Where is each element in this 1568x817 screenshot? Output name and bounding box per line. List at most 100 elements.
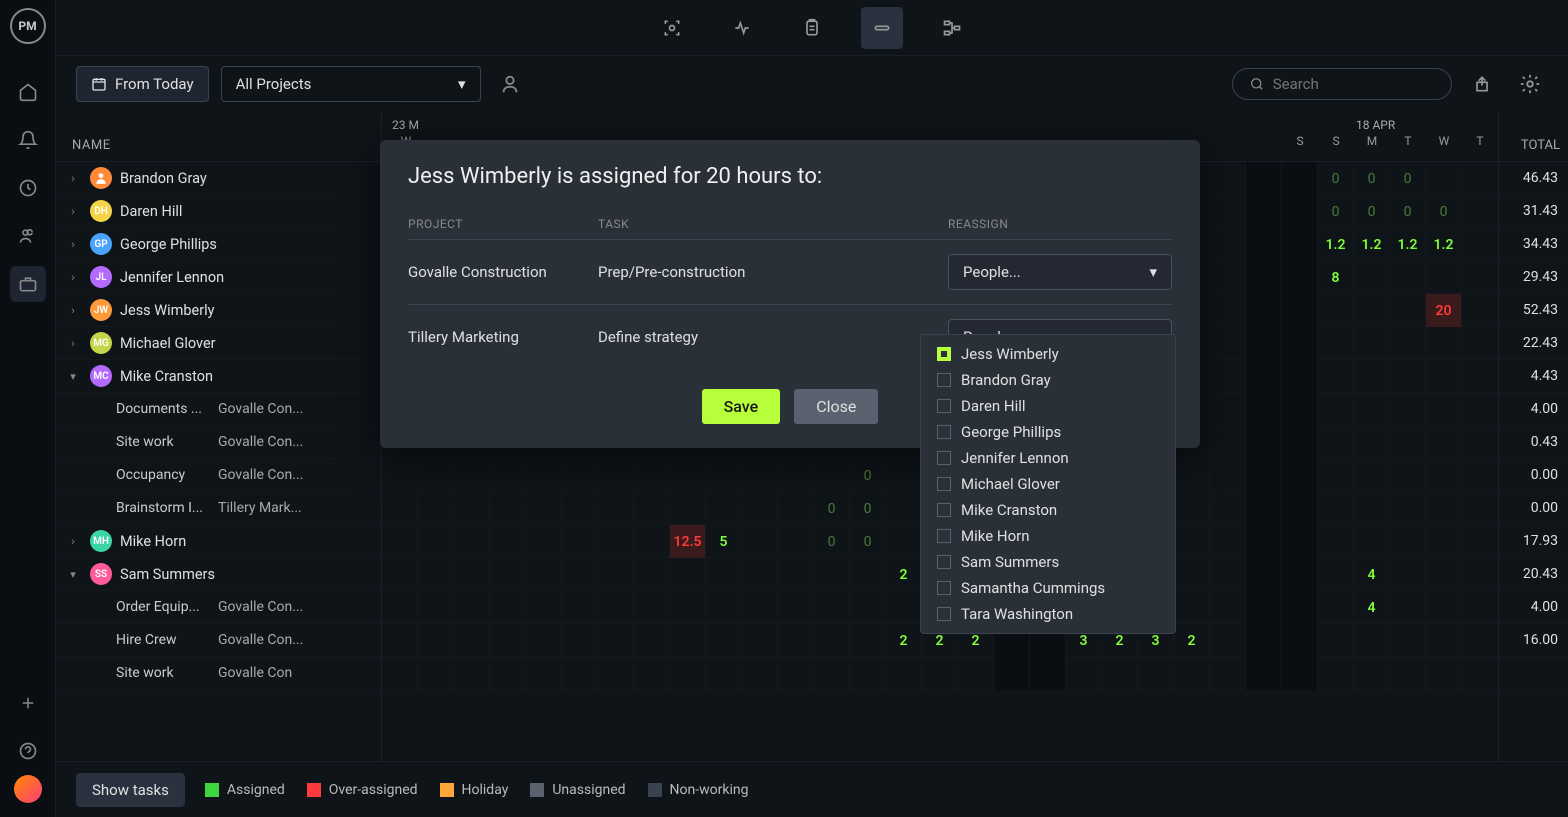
timeline-cell[interactable]: 2 xyxy=(886,624,922,657)
timeline-cell[interactable] xyxy=(1246,162,1282,195)
timeline-cell[interactable] xyxy=(1210,525,1246,558)
timeline-cell[interactable] xyxy=(886,657,922,690)
timeline-cell[interactable] xyxy=(1210,657,1246,690)
timeline-cell[interactable] xyxy=(634,459,670,492)
timeline-cell[interactable] xyxy=(454,591,490,624)
timeline-cell[interactable] xyxy=(1426,591,1462,624)
timeline-cell[interactable] xyxy=(1426,327,1462,360)
timeline-cell[interactable] xyxy=(670,657,706,690)
timeline-cell[interactable] xyxy=(1210,195,1246,228)
timeline-cell[interactable] xyxy=(454,459,490,492)
clipboard-icon[interactable] xyxy=(791,7,833,49)
timeline-cell[interactable] xyxy=(1318,360,1354,393)
timeline-cell[interactable] xyxy=(1354,525,1390,558)
timeline-cell[interactable]: 4 xyxy=(1354,591,1390,624)
timeline-cell[interactable] xyxy=(742,657,778,690)
timeline-cell[interactable] xyxy=(562,591,598,624)
timeline-cell[interactable] xyxy=(1354,624,1390,657)
timeline-cell[interactable] xyxy=(1174,591,1210,624)
checkbox[interactable] xyxy=(937,607,951,621)
timeline-cell[interactable] xyxy=(382,558,418,591)
timeline-cell[interactable] xyxy=(706,558,742,591)
timeline-cell[interactable] xyxy=(490,459,526,492)
timeline-cell[interactable] xyxy=(1390,525,1426,558)
timeline-cell[interactable] xyxy=(1210,261,1246,294)
chevron-right-icon[interactable]: › xyxy=(64,337,82,350)
timeline-cell[interactable] xyxy=(958,657,994,690)
timeline-cell[interactable] xyxy=(1426,393,1462,426)
timeline-cell[interactable] xyxy=(1390,393,1426,426)
timeline-cell[interactable] xyxy=(1426,492,1462,525)
timeline-cell[interactable]: 0 xyxy=(1354,195,1390,228)
dropdown-person-item[interactable]: George Phillips xyxy=(921,419,1175,445)
checkbox[interactable] xyxy=(937,581,951,595)
dropdown-person-item[interactable]: Michael Glover xyxy=(921,471,1175,497)
timeline-cell[interactable] xyxy=(1282,624,1318,657)
timeline-cell[interactable] xyxy=(742,591,778,624)
timeline-cell[interactable] xyxy=(598,459,634,492)
timeline-cell[interactable] xyxy=(526,525,562,558)
timeline-cell[interactable] xyxy=(1174,459,1210,492)
search-box[interactable] xyxy=(1232,68,1452,100)
timeline-cell[interactable] xyxy=(490,558,526,591)
timeline-cell[interactable] xyxy=(814,591,850,624)
timeline-cell[interactable] xyxy=(1066,657,1102,690)
timeline-cell[interactable] xyxy=(742,459,778,492)
timeline-cell[interactable] xyxy=(778,459,814,492)
timeline-cell[interactable] xyxy=(994,657,1030,690)
checkbox[interactable] xyxy=(937,477,951,491)
timeline-cell[interactable]: 0 xyxy=(1426,195,1462,228)
dropdown-person-item[interactable]: Jennifer Lennon xyxy=(921,445,1175,471)
activity-icon[interactable] xyxy=(721,7,763,49)
timeline-cell[interactable] xyxy=(1246,657,1282,690)
person-row[interactable]: › JW Jess Wimberly xyxy=(56,294,381,327)
timeline-cell[interactable] xyxy=(1210,558,1246,591)
timeline-cell[interactable] xyxy=(742,558,778,591)
timeline-cell[interactable]: 0 xyxy=(814,525,850,558)
timeline-cell[interactable] xyxy=(1354,393,1390,426)
checkbox[interactable] xyxy=(937,347,951,361)
timeline-cell[interactable] xyxy=(382,591,418,624)
timeline-cell[interactable] xyxy=(526,591,562,624)
timeline-cell[interactable] xyxy=(1246,261,1282,294)
save-button[interactable]: Save xyxy=(702,389,781,424)
person-row[interactable]: › Brandon Gray xyxy=(56,162,381,195)
timeline-cell[interactable]: 0 xyxy=(850,525,886,558)
timeline-cell[interactable] xyxy=(454,558,490,591)
timeline-cell[interactable] xyxy=(778,525,814,558)
timeline-cell[interactable]: 0 xyxy=(814,492,850,525)
timeline-cell[interactable] xyxy=(526,492,562,525)
checkbox[interactable] xyxy=(937,399,951,413)
timeline-cell[interactable] xyxy=(1426,459,1462,492)
chevron-right-icon[interactable]: › xyxy=(64,205,82,218)
timeline-cell[interactable] xyxy=(1318,459,1354,492)
timeline-cell[interactable] xyxy=(418,657,454,690)
timeline-cell[interactable] xyxy=(1390,558,1426,591)
timeline-cell[interactable] xyxy=(1210,591,1246,624)
timeline-cell[interactable]: 0 xyxy=(850,492,886,525)
timeline-cell[interactable]: 2 xyxy=(886,558,922,591)
timeline-cell[interactable] xyxy=(1426,558,1462,591)
dropdown-person-item[interactable]: Daren Hill xyxy=(921,393,1175,419)
scan-icon[interactable] xyxy=(651,7,693,49)
timeline-cell[interactable] xyxy=(418,558,454,591)
timeline-cell[interactable] xyxy=(562,657,598,690)
timeline-cell[interactable] xyxy=(454,525,490,558)
timeline-cell[interactable] xyxy=(1246,624,1282,657)
timeline-cell[interactable] xyxy=(706,657,742,690)
timeline-cell[interactable] xyxy=(1390,261,1426,294)
timeline-cell[interactable] xyxy=(634,657,670,690)
timeline-cell[interactable] xyxy=(1354,294,1390,327)
timeline-cell[interactable] xyxy=(1210,459,1246,492)
timeline-cell[interactable] xyxy=(1246,195,1282,228)
timeline-cell[interactable] xyxy=(1426,261,1462,294)
timeline-cell[interactable] xyxy=(418,459,454,492)
timeline-cell[interactable] xyxy=(1210,492,1246,525)
timeline-cell[interactable] xyxy=(1174,525,1210,558)
timeline-cell[interactable] xyxy=(670,492,706,525)
show-tasks-button[interactable]: Show tasks xyxy=(76,773,185,807)
timeline-cell[interactable] xyxy=(1426,657,1462,690)
timeline-cell[interactable] xyxy=(1354,360,1390,393)
timeline-cell[interactable] xyxy=(778,558,814,591)
task-row[interactable]: Order Equip...Govalle Con... xyxy=(56,591,381,624)
